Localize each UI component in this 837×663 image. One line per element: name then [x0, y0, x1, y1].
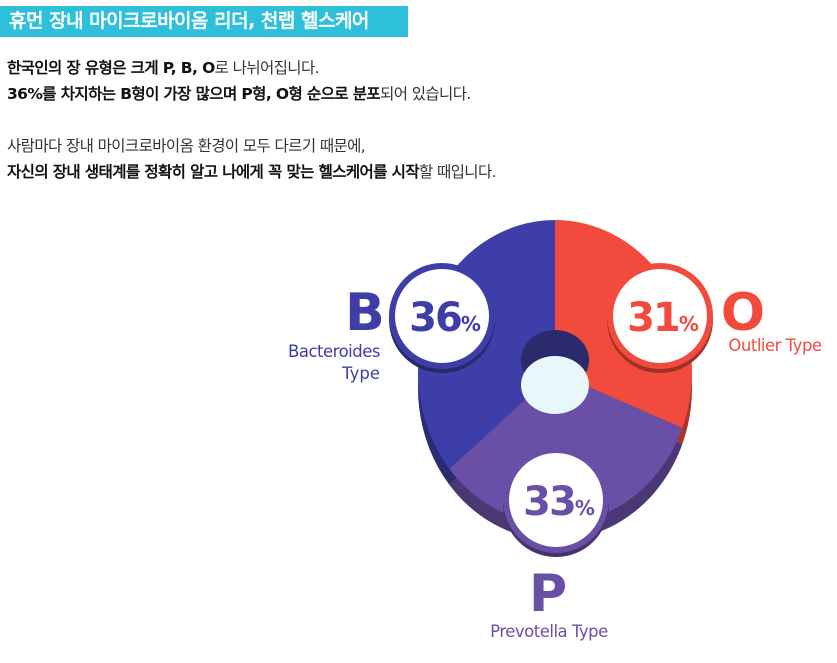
- center-hole: [521, 356, 589, 414]
- desc-line-2-bold: 자신의 장내 생태계를 정확히 알고 나에게 꼭 맞는 헬스케어를 시작: [7, 163, 420, 181]
- type-letter-b: B: [345, 283, 385, 343]
- intro-line-2-bold: 36%를 차지하는 B형이 가장 많으며 P형, O형 순으로 분포: [7, 85, 381, 103]
- desc-line-1: 사람마다 장내 마이크로바이옴 환경이 모두 다르기 때문에,: [7, 137, 366, 155]
- intro-line-1-rest: 로 나뉘어집니다.: [214, 59, 320, 77]
- description-paragraph: 사람마다 장내 마이크로바이옴 환경이 모두 다르기 때문에, 자신의 장내 생…: [7, 133, 497, 185]
- type-name-line2-b: Type: [341, 364, 380, 383]
- type-name-o: Outlier Type: [728, 336, 822, 355]
- intro-line-2-rest: 되어 있습니다.: [380, 85, 471, 103]
- type-name-p: Prevotella Type: [490, 622, 608, 641]
- percent-label-b: 36%: [409, 295, 481, 341]
- type-letter-p: P: [529, 564, 567, 624]
- page-title: 휴먼 장내 마이크로바이옴 리더, 천랩 헬스케어: [0, 6, 408, 37]
- intro-paragraph: 한국인의 장 유형은 크게 P, B, O로 나뉘어집니다. 36%를 차지하는…: [7, 55, 471, 107]
- intro-line-1: 한국인의 장 유형은 크게 P, B, O로 나뉘어집니다.: [7, 55, 471, 81]
- badge-p: [509, 453, 603, 547]
- desc-line-2: 자신의 장내 생태계를 정확히 알고 나에게 꼭 맞는 헬스케어를 시작할 때입…: [7, 159, 497, 185]
- badge-b: [395, 269, 489, 363]
- badge-o: [613, 269, 707, 363]
- percent-label-o: 31%: [627, 295, 699, 341]
- desc-line-2-rest: 할 때입니다.: [419, 163, 497, 181]
- type-letter-o: O: [721, 283, 765, 343]
- percent-label-p: 33%: [523, 479, 595, 525]
- type-name-b: Bacteroides: [288, 342, 380, 361]
- intro-line-2: 36%를 차지하는 B형이 가장 많으며 P형, O형 순으로 분포되어 있습니…: [7, 81, 471, 107]
- intro-line-1-bold: 한국인의 장 유형은 크게 P, B, O: [7, 59, 215, 77]
